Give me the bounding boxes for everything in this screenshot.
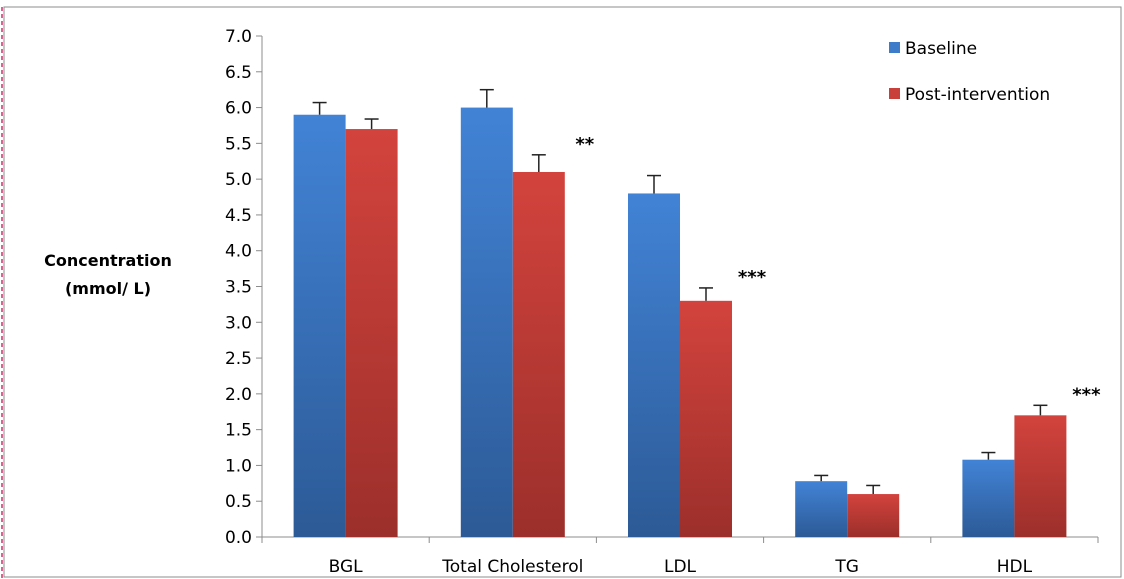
x-category-label: HDL xyxy=(997,557,1033,577)
bar-baseline xyxy=(962,459,1015,537)
x-category-label: Total Cholesterol xyxy=(441,557,583,577)
y-tick-label: 6.0 xyxy=(225,99,252,119)
y-tick-label: 7.0 xyxy=(225,27,252,47)
y-axis: 0.0 0.5 1.0 1.5 2.0 2.5 3.0 3.5 4.0 4.5 5.0 5.5 6.0 6… xyxy=(225,27,263,548)
bar-baseline xyxy=(628,193,680,537)
y-axis-label-line-2: (mmol/ L) xyxy=(65,279,151,298)
y-tick-label: 0.5 xyxy=(225,492,252,512)
bar-post-intervention xyxy=(847,494,900,537)
y-tick-label: 1.5 xyxy=(225,421,252,441)
y-tick-label: 1.0 xyxy=(225,456,252,476)
legend-swatch-post-intervention xyxy=(889,88,900,99)
bar-baseline xyxy=(293,114,346,537)
bar-post-intervention xyxy=(1014,415,1067,537)
x-category-label: LDL xyxy=(664,557,697,577)
significance-markers: ******** xyxy=(575,134,1101,405)
significance-marker: ** xyxy=(575,134,594,155)
significance-marker: *** xyxy=(738,267,767,288)
legend-swatch-baseline xyxy=(889,42,900,53)
y-tick-label: 6.5 xyxy=(225,63,252,83)
legend-label-post-intervention: Post-intervention xyxy=(905,85,1050,105)
legend: Baseline Post-intervention xyxy=(889,39,1050,105)
x-category-label: TG xyxy=(834,557,859,577)
legend-label-baseline: Baseline xyxy=(905,39,977,59)
y-tick-label: 3.5 xyxy=(225,278,252,298)
plot-area-border xyxy=(3,6,1122,578)
x-category-label: BGL xyxy=(329,557,364,577)
y-axis-label-line-1: Concentration xyxy=(44,251,172,270)
y-tick-label: 2.5 xyxy=(225,349,252,369)
bar-baseline xyxy=(795,481,848,537)
y-tick-label: 4.5 xyxy=(225,206,252,226)
bar-post-intervention xyxy=(345,129,398,538)
y-tick-label: 2.0 xyxy=(225,385,252,405)
significance-marker: *** xyxy=(1072,384,1101,405)
bar-post-intervention xyxy=(680,300,732,537)
y-tick-label: 0.0 xyxy=(225,528,252,548)
bars-group xyxy=(293,107,1067,538)
bar-post-intervention xyxy=(512,171,565,537)
y-tick-label: 4.0 xyxy=(225,242,252,262)
error-bars-group xyxy=(312,88,1048,495)
x-axis: BGL Total Cholesterol LDL TG HDL xyxy=(261,536,1099,577)
y-tick-label: 5.0 xyxy=(225,170,252,190)
y-tick-label: 3.0 xyxy=(225,313,252,333)
y-tick-label: 5.5 xyxy=(225,134,252,154)
bar-baseline xyxy=(460,107,513,538)
